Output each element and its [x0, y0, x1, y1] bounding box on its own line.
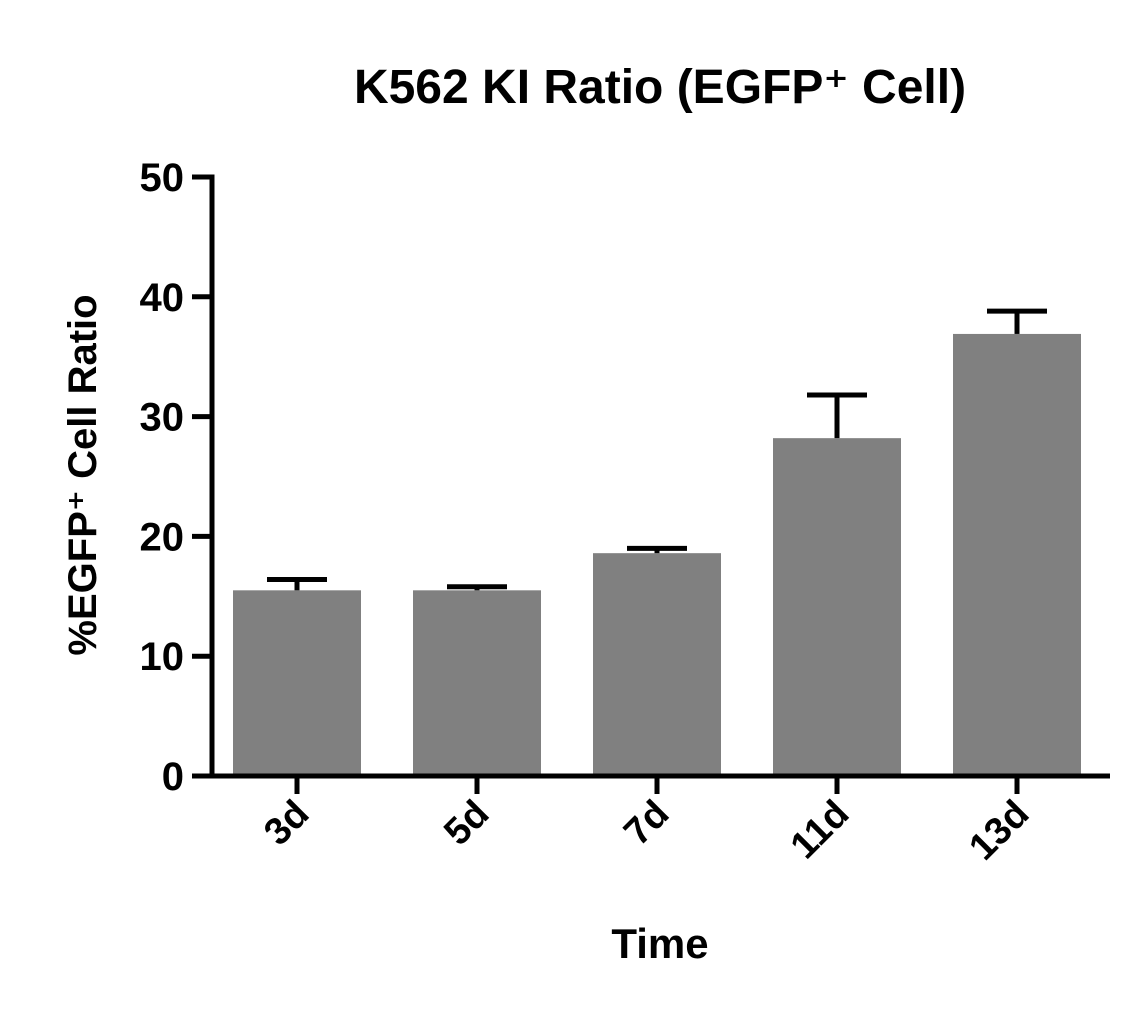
y-tick-label: 50 [140, 156, 185, 200]
x-tick-label: 7d [616, 793, 677, 854]
x-tick-label: 11d [783, 793, 858, 868]
y-tick-label: 20 [140, 515, 185, 559]
y-tick-label: 10 [140, 635, 185, 679]
y-axis-label: %EGFP⁺ Cell Ratio [61, 294, 105, 655]
bar [413, 590, 541, 776]
y-tick-label: 40 [140, 276, 185, 320]
x-tick-label: 13d [961, 793, 1037, 869]
chart-title: K562 KI Ratio (EGFP⁺ Cell) [354, 61, 966, 114]
x-tick-label: 5d [436, 793, 497, 854]
bar [953, 333, 1081, 776]
y-tick-label: 0 [162, 755, 184, 799]
y-tick-label: 30 [140, 396, 185, 440]
x-tick-label: 3d [256, 793, 317, 854]
bar [773, 438, 901, 776]
bar [593, 553, 721, 776]
bar [233, 590, 361, 776]
x-axis-label: Time [611, 920, 708, 967]
